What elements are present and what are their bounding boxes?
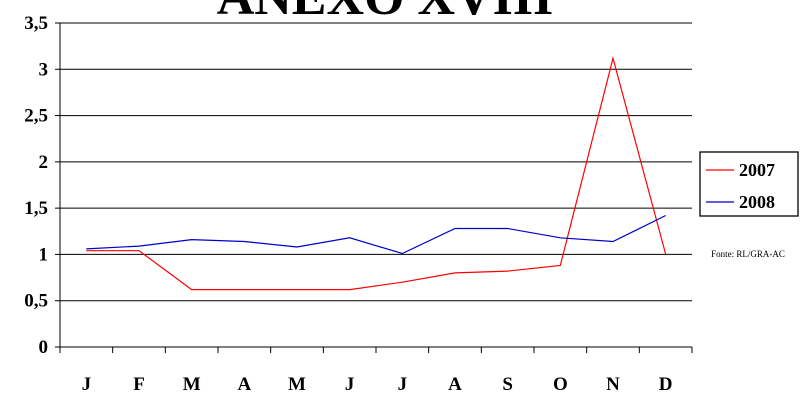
x-tick-label: A bbox=[237, 374, 251, 395]
x-tick-label: J bbox=[345, 374, 355, 395]
y-tick-label: 1,5 bbox=[24, 198, 48, 219]
x-tick-label: M bbox=[288, 374, 306, 395]
x-tick-label: A bbox=[448, 374, 462, 395]
series-line-2007 bbox=[86, 55, 667, 291]
gridlines bbox=[60, 22, 692, 302]
chart-title: ANEXO XVIII bbox=[217, 0, 554, 26]
y-tick-label: 3 bbox=[39, 59, 49, 80]
y-tick-label: 3,5 bbox=[24, 13, 48, 34]
y-tick-label: 2 bbox=[39, 152, 49, 173]
x-tick-label: J bbox=[82, 374, 92, 395]
series-line-2008 bbox=[86, 214, 666, 255]
x-tick-label: M bbox=[183, 374, 201, 395]
legend-label-2008: 2008 bbox=[739, 192, 775, 212]
source-note: Fonte: RL/GRA-AC bbox=[711, 249, 785, 259]
y-tick-label: 0 bbox=[39, 337, 49, 358]
x-tick-label: N bbox=[606, 374, 620, 395]
x-tick-label: F bbox=[133, 374, 145, 395]
y-tick-label: 1 bbox=[39, 244, 49, 265]
x-tick-label: D bbox=[659, 374, 673, 395]
y-tick-label: 0,5 bbox=[24, 291, 48, 312]
x-tick-label: S bbox=[502, 374, 513, 395]
y-tick-label: 2,5 bbox=[24, 106, 48, 127]
legend: 2007 2008 bbox=[699, 151, 799, 217]
x-tick-label: O bbox=[553, 374, 568, 395]
legend-box bbox=[699, 151, 799, 217]
legend-label-2007: 2007 bbox=[739, 160, 775, 180]
series-lines bbox=[86, 55, 667, 291]
y-axis: 0 0,5 1 1,5 2 2,5 3 3,5 bbox=[24, 13, 61, 358]
x-tick-label: J bbox=[398, 374, 408, 395]
